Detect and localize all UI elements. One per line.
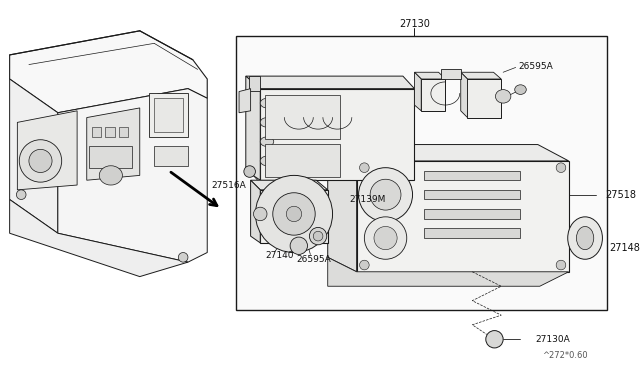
Ellipse shape [495, 90, 511, 103]
Ellipse shape [29, 150, 52, 173]
Ellipse shape [515, 85, 526, 94]
Polygon shape [251, 180, 260, 243]
Polygon shape [87, 108, 140, 180]
Bar [442, 69, 461, 79]
Ellipse shape [19, 140, 61, 182]
Polygon shape [461, 72, 501, 79]
Polygon shape [260, 89, 415, 180]
Ellipse shape [556, 163, 566, 173]
Ellipse shape [313, 231, 323, 241]
Polygon shape [467, 79, 501, 118]
Ellipse shape [290, 237, 307, 254]
Text: 26595A: 26595A [296, 255, 331, 264]
Polygon shape [10, 79, 58, 233]
Bar [424, 209, 520, 219]
Text: 27130A: 27130A [535, 335, 570, 344]
Text: 27148: 27148 [609, 243, 640, 253]
Ellipse shape [255, 175, 333, 253]
Polygon shape [10, 199, 188, 277]
Polygon shape [246, 76, 415, 89]
Ellipse shape [260, 98, 274, 108]
Polygon shape [415, 72, 445, 79]
Ellipse shape [577, 227, 594, 250]
Polygon shape [415, 72, 421, 111]
Ellipse shape [360, 163, 369, 173]
Bar [424, 171, 520, 180]
Bar [89, 147, 132, 168]
Polygon shape [461, 72, 467, 118]
Polygon shape [251, 180, 328, 190]
Text: ^272*0.60: ^272*0.60 [542, 351, 588, 360]
Ellipse shape [309, 227, 327, 245]
Ellipse shape [486, 331, 503, 348]
Polygon shape [239, 89, 251, 113]
Ellipse shape [260, 156, 274, 166]
Bar [265, 144, 340, 177]
Ellipse shape [260, 118, 274, 127]
Text: 27140: 27140 [265, 251, 294, 260]
Bar [149, 93, 188, 137]
Ellipse shape [286, 206, 301, 222]
Ellipse shape [17, 190, 26, 199]
Bar [154, 98, 183, 132]
Polygon shape [421, 79, 445, 111]
Polygon shape [356, 161, 569, 272]
Text: 27139M: 27139M [349, 195, 385, 204]
Text: 26595A: 26595A [518, 62, 554, 71]
Ellipse shape [568, 217, 602, 259]
Ellipse shape [370, 179, 401, 210]
Polygon shape [10, 31, 207, 113]
Ellipse shape [179, 253, 188, 262]
Ellipse shape [358, 168, 413, 222]
Text: 27130: 27130 [399, 19, 430, 29]
Ellipse shape [364, 217, 407, 259]
Text: 27516A: 27516A [211, 180, 246, 190]
Polygon shape [246, 76, 260, 180]
Ellipse shape [260, 137, 274, 147]
Bar [154, 147, 188, 166]
Ellipse shape [99, 166, 122, 185]
Polygon shape [328, 145, 356, 272]
Ellipse shape [273, 193, 315, 235]
Ellipse shape [374, 227, 397, 250]
Ellipse shape [244, 166, 255, 177]
Bar [424, 190, 520, 199]
Bar [424, 228, 520, 238]
Bar [249, 76, 260, 90]
Ellipse shape [253, 207, 267, 221]
Bar [105, 127, 115, 137]
Polygon shape [58, 89, 207, 262]
Polygon shape [260, 190, 328, 243]
Bar [236, 36, 607, 310]
Bar [118, 127, 128, 137]
Polygon shape [328, 257, 569, 286]
Polygon shape [328, 145, 569, 161]
Ellipse shape [360, 260, 369, 270]
Ellipse shape [556, 260, 566, 270]
Bar [92, 127, 101, 137]
Bar [265, 95, 340, 139]
Text: 27518: 27518 [605, 190, 636, 200]
Polygon shape [17, 111, 77, 190]
